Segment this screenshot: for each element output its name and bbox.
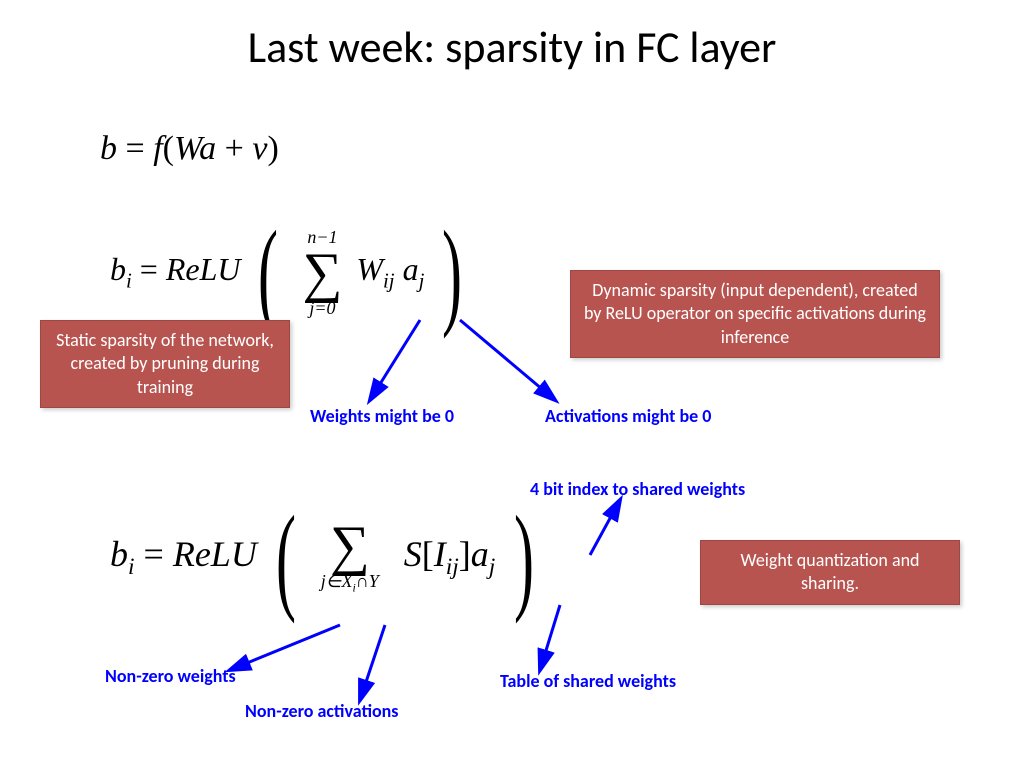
- annotation-activations-zero: Activations might be 0: [545, 405, 711, 427]
- slide-title: Last week: sparsity in FC layer: [0, 20, 1024, 74]
- equation-2: bi = ReLU ( n−1 ∑ j=0 Wij aj ): [110, 225, 472, 321]
- sum-symbol-2: ∑ j∈Xi∩Y: [321, 521, 379, 595]
- annotation-4bit-index: 4 bit index to shared weights: [530, 478, 745, 500]
- equation-1: b = f(Wa + v): [100, 130, 279, 168]
- paren-left-2: (: [276, 510, 296, 606]
- annotation-nonzero-weights: Non-zero weights: [105, 665, 236, 687]
- annotation-shared-weights-table: Table of shared weights: [500, 670, 676, 692]
- eq3-lhs: bi = ReLU: [110, 534, 257, 574]
- annotation-weights-zero: Weights might be 0: [310, 405, 454, 427]
- paren-right-2: ): [514, 510, 534, 606]
- eq3-rhs: S[Iij]aj: [404, 534, 496, 574]
- callout-static-sparsity: Static sparsity of the network, created …: [40, 320, 290, 408]
- equation-3: bi = ReLU ( ∑ j∈Xi∩Y S[Iij]aj ): [110, 510, 544, 606]
- paren-right: ): [442, 225, 462, 321]
- annotation-nonzero-activations: Non-zero activations: [245, 700, 399, 722]
- eq2-rhs: Wij aj: [356, 251, 424, 287]
- sum-symbol: n−1 ∑ j=0: [302, 227, 342, 319]
- sum-lower-2: j∈Xi∩Y: [321, 571, 379, 595]
- sigma-icon: ∑: [302, 248, 342, 298]
- callout-quantization: Weight quantization and sharing.: [700, 540, 960, 605]
- paren-left: (: [258, 225, 278, 321]
- callout-dynamic-sparsity: Dynamic sparsity (input dependent), crea…: [570, 270, 940, 358]
- sigma-icon-2: ∑: [321, 521, 379, 571]
- eq1-content: b = f(Wa + v): [100, 130, 279, 167]
- eq2-lhs: bi = ReLU: [110, 251, 240, 287]
